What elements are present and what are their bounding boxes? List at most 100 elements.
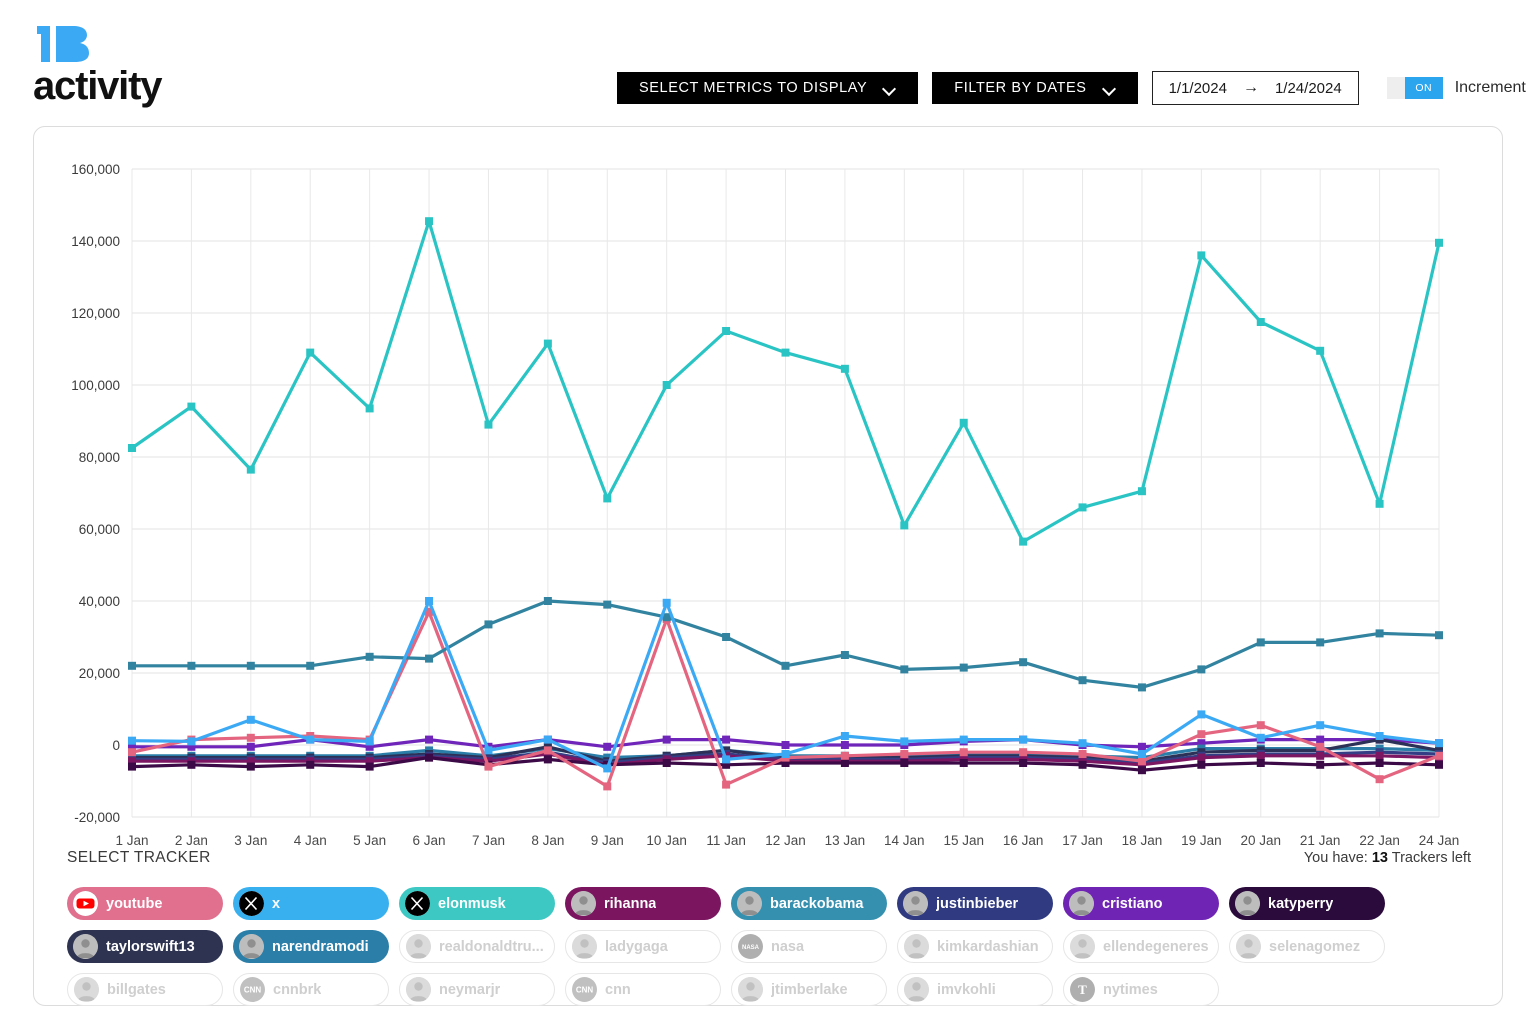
tracker-chip-cnnbrk[interactable]: CNN cnnbrk bbox=[233, 973, 389, 1006]
tracker-chip-x[interactable]: x bbox=[233, 887, 389, 920]
tracker-chip-barackobama[interactable]: barackobama bbox=[731, 887, 887, 920]
trackers-left-status: You have: 13 Trackers left bbox=[1304, 850, 1471, 866]
data-point-marker bbox=[1019, 537, 1028, 546]
x-axis-tick-label: 14 Jan bbox=[884, 833, 925, 848]
avatar-icon bbox=[74, 977, 99, 1002]
avatar-icon bbox=[738, 977, 763, 1002]
tracker-chip-justinbieber[interactable]: justinbieber bbox=[897, 887, 1053, 920]
increment-toggle[interactable]: ON bbox=[1386, 77, 1443, 99]
svg-text:CNN: CNN bbox=[576, 986, 594, 995]
data-point-marker bbox=[840, 759, 849, 767]
series-x[interactable] bbox=[128, 597, 1443, 773]
data-point-marker bbox=[1137, 750, 1146, 758]
data-point-marker bbox=[1078, 503, 1087, 512]
data-point-marker bbox=[1256, 733, 1265, 742]
cnn-icon: CNN bbox=[572, 977, 597, 1002]
tracker-chip-grid[interactable]: youtube x elonmusk rihanna barackobama justin… bbox=[67, 887, 1477, 1006]
tracker-chip-cnn[interactable]: CNN cnn bbox=[565, 973, 721, 1006]
date-to-value[interactable]: 1/24/2024 bbox=[1274, 79, 1342, 97]
data-point-marker bbox=[1256, 638, 1265, 647]
tracker-chip-elonmusk[interactable]: elonmusk bbox=[399, 887, 555, 920]
avatar-icon bbox=[903, 891, 928, 916]
data-point-marker bbox=[1435, 751, 1443, 760]
tracker-chip-nasa[interactable]: NASA nasa bbox=[731, 930, 887, 963]
tracker-chip-imvkohli[interactable]: imvkohli bbox=[897, 973, 1053, 1006]
y-axis-tick-label: -20,000 bbox=[74, 810, 120, 825]
date-range-field[interactable]: 1/1/2024 → 1/24/2024 bbox=[1151, 71, 1359, 105]
data-point-marker bbox=[1137, 487, 1146, 496]
tracker-chip-katyperry[interactable]: katyperry bbox=[1229, 887, 1385, 920]
data-point-marker bbox=[1078, 739, 1087, 748]
dashboard-card: -20,000 0 20,000 40,000 60,000 80,000 100,000 1… bbox=[33, 126, 1503, 1006]
data-point-marker bbox=[365, 404, 374, 413]
data-point-marker bbox=[1435, 760, 1443, 769]
data-point-marker bbox=[1375, 629, 1384, 638]
data-point-marker bbox=[1137, 757, 1146, 766]
tracker-chip-rihanna[interactable]: rihanna bbox=[565, 887, 721, 920]
data-point-marker bbox=[722, 780, 731, 789]
tracker-chip-label: taylorswift13 bbox=[106, 938, 195, 955]
tracker-chip-label: ladygaga bbox=[605, 938, 668, 955]
chart-canvas[interactable]: -20,000 0 20,000 40,000 60,000 80,000 100,000 1… bbox=[34, 127, 1504, 852]
tracker-chip-narendramodi[interactable]: narendramodi bbox=[233, 930, 389, 963]
activity-line-chart[interactable]: -20,000 0 20,000 40,000 60,000 80,000 100,000 1… bbox=[34, 127, 1504, 852]
data-point-marker bbox=[900, 737, 909, 746]
data-point-marker bbox=[365, 762, 374, 771]
data-point-marker bbox=[1256, 721, 1265, 730]
data-point-marker bbox=[840, 732, 849, 740]
tracker-chip-billgates[interactable]: billgates bbox=[67, 973, 223, 1006]
tracker-chip-label: imvkohli bbox=[937, 981, 996, 998]
data-point-marker bbox=[246, 742, 255, 751]
tracker-chip-label: x bbox=[272, 895, 281, 912]
data-point-marker bbox=[425, 735, 434, 744]
series-elonmusk[interactable] bbox=[128, 217, 1443, 546]
tracker-chip-label: elonmusk bbox=[438, 895, 506, 912]
select-metrics-button[interactable]: SELECT METRICS TO DISPLAY bbox=[617, 72, 919, 104]
tracker-chip-ellendegeneres[interactable]: ellendegeneres bbox=[1063, 930, 1219, 963]
tracker-chip-selenagomez[interactable]: selenagomez bbox=[1229, 930, 1385, 963]
data-point-marker bbox=[543, 339, 552, 348]
x-axis-tick-label: 18 Jan bbox=[1122, 833, 1163, 848]
data-point-marker bbox=[543, 735, 552, 744]
data-point-marker bbox=[959, 418, 968, 427]
x-axis-tick-label: 9 Jan bbox=[591, 833, 624, 848]
data-point-marker bbox=[1316, 742, 1325, 751]
tracker-chip-youtube[interactable]: youtube bbox=[67, 887, 223, 920]
select-tracker-title: SELECT TRACKER bbox=[67, 849, 211, 866]
tracker-chip-ladygaga[interactable]: ladygaga bbox=[565, 930, 721, 963]
tracker-chip-label: cnnbrk bbox=[273, 981, 322, 998]
trackers-left-count: 13 bbox=[1371, 850, 1388, 866]
data-point-marker bbox=[900, 665, 909, 674]
data-point-marker bbox=[722, 760, 731, 769]
tracker-chip-taylorswift13[interactable]: taylorswift13 bbox=[67, 930, 223, 963]
data-point-marker bbox=[1256, 759, 1265, 767]
tracker-chip-label: nytimes bbox=[1103, 981, 1158, 998]
date-from-value[interactable]: 1/1/2024 bbox=[1168, 79, 1227, 97]
tracker-chip-jtimberlake[interactable]: jtimberlake bbox=[731, 973, 887, 1006]
increment-toggle-state[interactable]: ON bbox=[1404, 77, 1443, 99]
data-point-marker bbox=[543, 597, 552, 605]
avatar-icon bbox=[1235, 891, 1260, 916]
data-point-marker bbox=[1316, 735, 1325, 744]
data-point-marker bbox=[425, 753, 434, 762]
tracker-chip-neymarjr[interactable]: neymarjr bbox=[399, 973, 555, 1006]
x-axis-tick-label: 13 Jan bbox=[825, 833, 866, 848]
series-barackobama[interactable] bbox=[128, 597, 1443, 692]
data-point-marker bbox=[543, 755, 552, 764]
data-point-marker bbox=[306, 760, 315, 769]
series-katyperry[interactable] bbox=[128, 753, 1443, 775]
data-point-marker bbox=[1197, 730, 1206, 739]
data-point-marker bbox=[306, 661, 315, 670]
x-axis-tick-label: 15 Jan bbox=[943, 833, 984, 848]
avatar-icon bbox=[572, 934, 597, 959]
data-point-marker bbox=[1375, 732, 1384, 740]
x-icon bbox=[239, 891, 264, 916]
filter-by-dates-button[interactable]: FILTER BY DATES bbox=[932, 72, 1138, 104]
tracker-chip-kimkardashian[interactable]: kimkardashian bbox=[897, 930, 1053, 963]
chevron-down-icon bbox=[883, 84, 896, 92]
tracker-chip-realdonaldtru[interactable]: realdonaldtru... bbox=[399, 930, 555, 963]
tracker-chip-cristiano[interactable]: cristiano bbox=[1063, 887, 1219, 920]
data-point-marker bbox=[1078, 750, 1087, 758]
data-point-marker bbox=[246, 661, 255, 670]
